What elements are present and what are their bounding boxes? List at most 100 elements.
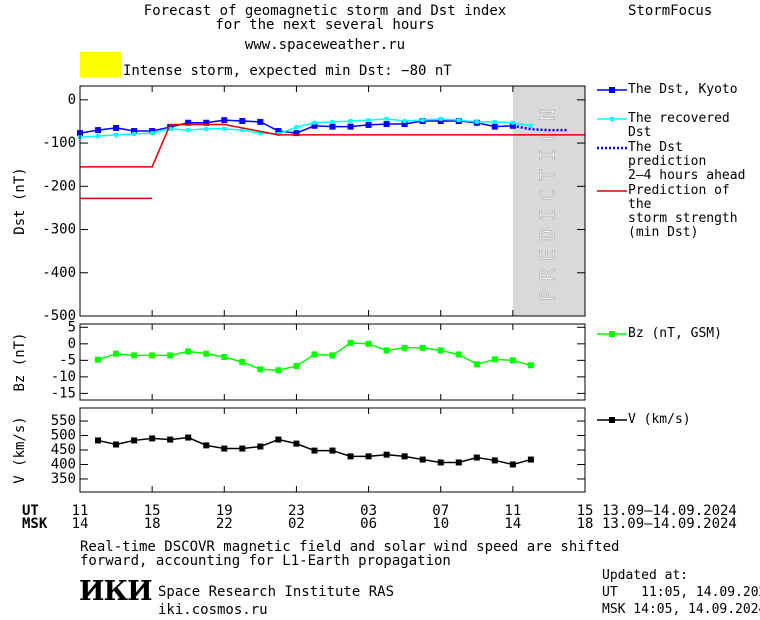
band-label: PREDICTION xyxy=(535,101,559,301)
y-tick-label: 400 xyxy=(51,456,76,472)
y-tick-label: 0 xyxy=(68,336,76,352)
brand: StormFocus xyxy=(628,3,713,19)
data-point xyxy=(419,344,426,351)
y-tick-label: 0 xyxy=(68,92,76,108)
legend-marker xyxy=(610,117,614,121)
data-point xyxy=(311,447,318,454)
data-point xyxy=(491,356,498,363)
data-point xyxy=(204,126,209,131)
data-point xyxy=(528,123,533,128)
data-point xyxy=(491,457,498,464)
data-point xyxy=(95,127,102,134)
x-axis-label: MSK xyxy=(22,516,48,532)
data-point xyxy=(186,128,191,133)
y-tick-label: 350 xyxy=(51,471,76,487)
data-point xyxy=(258,131,263,136)
data-point xyxy=(510,120,515,125)
data-point xyxy=(383,121,390,128)
data-point xyxy=(402,119,407,124)
x-tick-label: 15 xyxy=(577,503,594,519)
data-point xyxy=(491,123,498,130)
data-point xyxy=(113,124,120,131)
data-point xyxy=(347,123,354,130)
data-point xyxy=(294,125,299,130)
data-point xyxy=(276,131,281,136)
data-point xyxy=(330,119,335,124)
data-point xyxy=(437,459,444,466)
data-point xyxy=(257,118,264,125)
x-tick-label: 10 xyxy=(432,516,449,532)
date-range: 13.09–14.09.2024 xyxy=(602,503,737,519)
data-point xyxy=(383,451,390,458)
data-point xyxy=(131,437,138,444)
data-point xyxy=(383,347,390,354)
data-point xyxy=(221,445,228,452)
data-point xyxy=(366,118,371,123)
logo: ИКИ xyxy=(79,576,153,607)
data-point xyxy=(293,130,300,137)
series-line xyxy=(80,123,585,200)
series-line xyxy=(80,118,532,138)
data-point xyxy=(293,440,300,447)
data-point xyxy=(149,435,156,442)
x-tick-label: 15 xyxy=(144,503,161,519)
data-point xyxy=(401,121,408,128)
x-tick-label: 23 xyxy=(288,503,305,519)
data-point xyxy=(311,351,318,358)
x-tick-label: 22 xyxy=(216,516,233,532)
data-point xyxy=(168,126,173,131)
data-point xyxy=(474,119,479,124)
data-point xyxy=(257,443,264,450)
data-point xyxy=(132,131,137,136)
x-tick-label: 18 xyxy=(144,516,161,532)
data-point xyxy=(221,117,228,124)
x-tick-label: 11 xyxy=(504,503,521,519)
alert-text: Intense storm, expected min Dst: −80 nT xyxy=(123,63,452,79)
y-tick-label: -400 xyxy=(42,265,76,281)
data-point xyxy=(365,453,372,460)
data-point xyxy=(96,134,101,139)
legend-label: Bz (nT, GSM) xyxy=(628,326,722,341)
y-tick-label: 550 xyxy=(51,413,76,429)
data-point xyxy=(347,453,354,460)
legend-label: The recovered Dst xyxy=(628,111,730,140)
data-point xyxy=(509,357,516,364)
data-point xyxy=(203,442,210,449)
data-point xyxy=(329,447,336,454)
legend-marker xyxy=(609,417,615,423)
alert-swatch xyxy=(80,52,121,77)
data-point xyxy=(365,340,372,347)
data-point xyxy=(114,132,119,137)
data-point xyxy=(203,350,210,357)
data-point xyxy=(95,356,102,363)
y-tick-label: -15 xyxy=(51,385,76,401)
y-tick-label: 500 xyxy=(51,428,76,444)
x-tick-label: 02 xyxy=(288,516,305,532)
data-point xyxy=(167,436,174,443)
data-point xyxy=(492,119,497,124)
y-tick-label: 450 xyxy=(51,442,76,458)
data-point xyxy=(221,354,228,361)
chart-title: Forecast of geomagnetic storm and Dst in… xyxy=(143,3,507,33)
x-tick-label: 06 xyxy=(360,516,377,532)
y-tick-label: -100 xyxy=(42,135,76,151)
data-point xyxy=(113,350,120,357)
data-point xyxy=(222,126,227,131)
updated-ut: UT 11:05, 14.09.2024 xyxy=(602,585,760,600)
data-point xyxy=(113,441,120,448)
y-axis-label: Dst (nT) xyxy=(12,167,28,234)
x-tick-label: 07 xyxy=(432,503,449,519)
data-point xyxy=(329,352,336,359)
data-point xyxy=(348,119,353,124)
data-point xyxy=(239,359,246,365)
x-axis-label: UT xyxy=(22,503,39,519)
data-point xyxy=(239,118,246,125)
y-tick-label: -5 xyxy=(59,352,76,368)
data-point xyxy=(527,456,534,463)
data-point xyxy=(438,116,443,121)
legend-marker xyxy=(609,331,615,337)
data-point xyxy=(527,362,534,369)
y-tick-label: -10 xyxy=(51,369,76,385)
plot-frame xyxy=(79,323,586,401)
x-tick-label: 18 xyxy=(577,516,594,532)
